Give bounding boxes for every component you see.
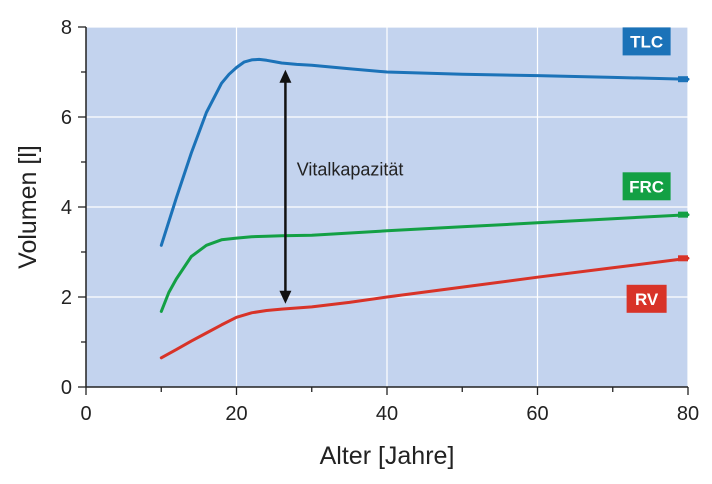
- badge-label-tlc: TLC: [630, 32, 663, 51]
- y-tick-label: 2: [61, 287, 72, 309]
- grid-lines: [86, 26, 689, 387]
- axis-ticks: 0 20 40 60 80 0 2 4 6 8: [61, 17, 699, 425]
- badge-label-rv: RV: [635, 290, 659, 309]
- series-line-tlc: [159, 57, 690, 247]
- vital-capacity-label: Vitalkapazität: [297, 160, 404, 180]
- series-end-cap-frc: [678, 211, 688, 218]
- x-tick-label: 20: [225, 403, 247, 425]
- y-tick-label: 8: [61, 17, 72, 39]
- x-axis-title: Alter [Jahre]: [320, 442, 455, 470]
- y-tick-label: 6: [61, 107, 72, 129]
- arrow-head-down-icon: [279, 290, 292, 304]
- series-end-cap-tlc: [678, 76, 688, 83]
- y-axis-title: Volumen [l]: [14, 145, 42, 269]
- badge-box-tlc: [622, 27, 671, 56]
- badge-frc: FRC: [622, 172, 671, 201]
- series-line-frc: [159, 213, 690, 313]
- arrow-head-up-icon: [279, 69, 292, 83]
- series-lines: [159, 57, 690, 360]
- series-line-rv: [159, 256, 690, 360]
- x-tick-label: 60: [526, 403, 548, 425]
- badge-box-rv: [626, 284, 667, 313]
- badge-label-frc: FRC: [629, 177, 664, 196]
- series-end-cap-rv: [678, 255, 688, 262]
- badge-tlc: TLC: [622, 27, 671, 56]
- badge-box-frc: [622, 172, 671, 201]
- y-tick-label: 0: [61, 377, 72, 399]
- x-tick-label: 80: [677, 403, 699, 425]
- x-tick-label: 40: [376, 403, 398, 425]
- badge-rv: RV: [626, 284, 667, 313]
- vital-capacity-annotation: Vitalkapazität: [279, 69, 404, 304]
- series-badges: TLC FRC RV: [622, 27, 671, 313]
- x-tick-label: 0: [80, 403, 91, 425]
- y-tick-label: 4: [61, 197, 72, 219]
